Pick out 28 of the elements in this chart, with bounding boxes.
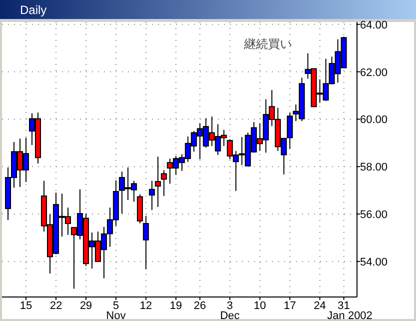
candlestick <box>286 112 293 150</box>
y-tick-label: 60.00 <box>360 114 388 126</box>
text: Jan 2002 <box>327 310 372 321</box>
x-tick-label: 5 <box>112 300 119 312</box>
x-tick-label: 22 <box>50 300 62 312</box>
x-tick-label: 24 <box>314 300 326 312</box>
text: Nov <box>106 310 126 321</box>
candlestick <box>142 215 149 270</box>
candlestick <box>154 156 161 208</box>
x-tick-label: 29 <box>80 300 92 312</box>
candlestick <box>148 180 155 210</box>
y-tick-label: 62.00 <box>360 66 388 79</box>
x-tick-label: 12 <box>140 300 152 312</box>
x-tick-label: 19 <box>170 300 182 312</box>
x-tick-label: 26 <box>194 300 206 312</box>
candlestick <box>160 170 167 197</box>
y-tick-label: 54.00 <box>360 256 388 268</box>
x-tick-label: 31 <box>338 300 350 312</box>
x-tick-label: 10 <box>254 300 266 312</box>
chart-title: Daily <box>20 3 47 17</box>
y-tick-label: 56.00 <box>360 209 388 222</box>
y-tick-label: 64.00 <box>360 19 388 32</box>
text: Dec <box>220 310 240 321</box>
x-tick-label: 15 <box>20 300 32 312</box>
annotation: 継続買い <box>243 37 292 51</box>
x-tick-label: 3 <box>226 300 233 312</box>
x-tick-label: 17 <box>284 300 296 312</box>
y-tick-label: 58.00 <box>360 162 388 174</box>
